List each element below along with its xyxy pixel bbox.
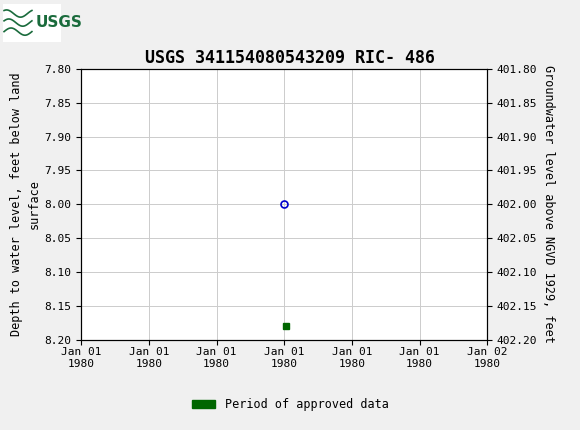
Text: USGS 341154080543209 RIC- 486: USGS 341154080543209 RIC- 486: [145, 49, 435, 67]
Legend: Period of approved data: Period of approved data: [187, 393, 393, 415]
Y-axis label: Groundwater level above NGVD 1929, feet: Groundwater level above NGVD 1929, feet: [542, 65, 554, 343]
Text: USGS: USGS: [36, 15, 83, 30]
FancyBboxPatch shape: [3, 3, 61, 42]
Y-axis label: Depth to water level, feet below land
surface: Depth to water level, feet below land su…: [10, 72, 41, 336]
